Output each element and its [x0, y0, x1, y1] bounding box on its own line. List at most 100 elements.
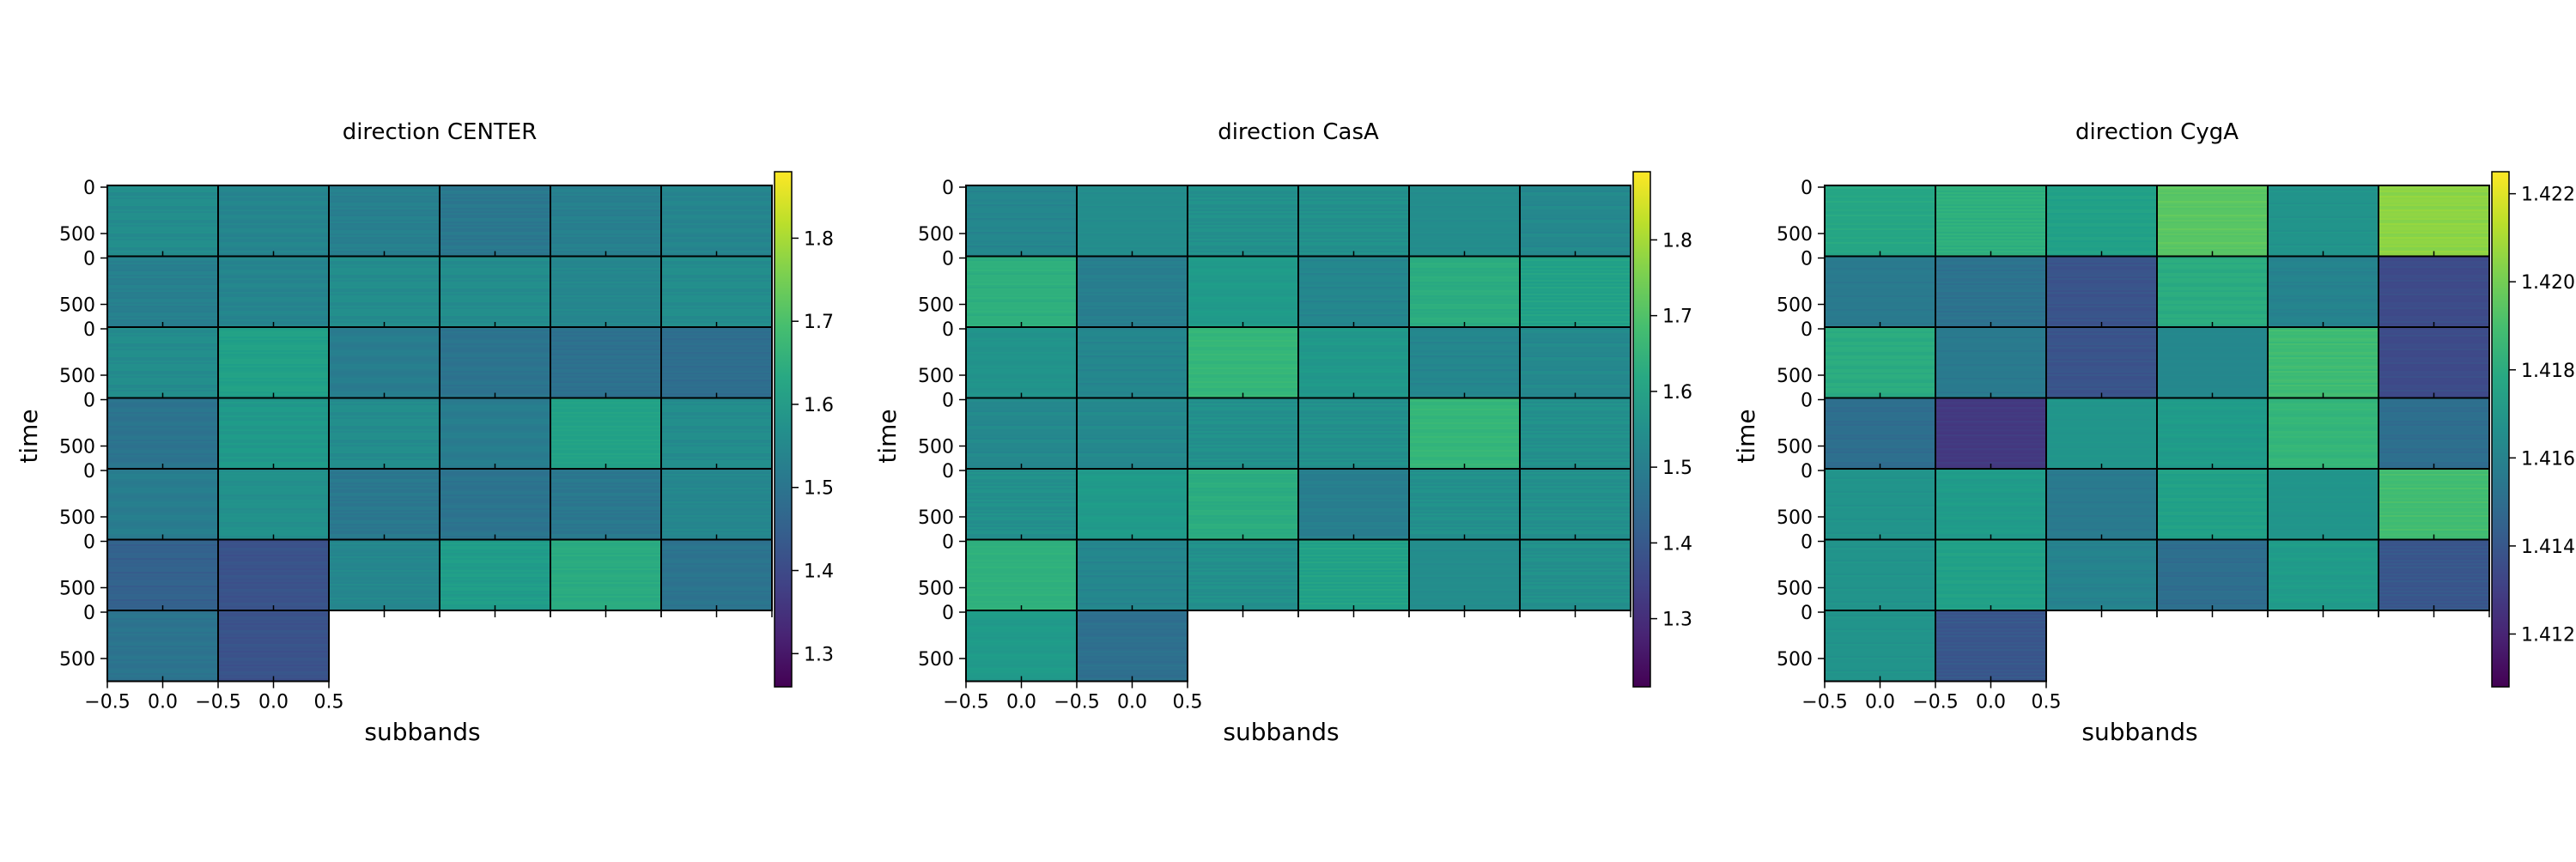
colorbar-tick-label: 1.7 [1662, 307, 1692, 328]
heatmap-block-detail [106, 468, 219, 541]
y-tick-label: 0 [1801, 532, 1813, 554]
x-tick-label: 0.0 [258, 692, 289, 713]
heatmap-block-detail [2267, 397, 2379, 470]
y-tick-label: 0 [83, 532, 95, 554]
colorbar-tick-label: 1.3 [804, 644, 834, 665]
heatmap-block-detail [328, 255, 440, 328]
heatmap-block-detail [1187, 185, 1299, 258]
colorbar-tick-label: 1.4 [1662, 533, 1692, 555]
heatmap-block-detail [1935, 610, 2047, 683]
y-tick-label: 500 [1777, 649, 1813, 671]
heatmap-block-detail [106, 185, 219, 258]
heatmap-block-detail [1076, 185, 1188, 258]
x-axis-label: subbands [1223, 718, 1339, 746]
y-tick-label: 500 [918, 224, 954, 246]
colorbar-tick-label: 1.8 [804, 228, 834, 250]
heatmap-block-detail [1076, 538, 1188, 611]
colorbar-tick-label: 1.420 [2521, 272, 2575, 294]
heatmap-block-detail [439, 397, 551, 470]
y-tick-label: 0 [942, 603, 954, 624]
heatmap-block-detail [1519, 468, 1631, 541]
subplot-title: direction CENTER [343, 119, 538, 145]
y-tick-label: 500 [918, 649, 954, 671]
heatmap-block-detail [106, 397, 219, 470]
heatmap-block-detail [1187, 397, 1299, 470]
x-tick-label: 0.5 [2032, 692, 2062, 713]
x-tick-label: −0.5 [943, 692, 988, 713]
x-axis-label: subbands [2081, 718, 2197, 746]
y-tick-label: 0 [942, 532, 954, 554]
heatmap-block-detail [1076, 326, 1188, 399]
x-tick-label: −0.5 [1054, 692, 1099, 713]
heatmap-block-detail [2156, 255, 2269, 328]
y-tick-label: 0 [942, 178, 954, 199]
x-tick-label: −0.5 [1801, 692, 1847, 713]
heatmap-block-detail [439, 538, 551, 611]
heatmap-block-detail [660, 255, 773, 328]
heatmap-block-detail [1824, 255, 1936, 328]
y-tick-label: 500 [59, 224, 95, 246]
y-tick-label: 0 [83, 603, 95, 624]
heatmap-block-detail [2045, 255, 2158, 328]
subplot-1: direction CasA05000500050005000500050005… [873, 119, 1692, 746]
heatmap-block-detail [1076, 255, 1188, 328]
x-tick-label: 0.5 [1173, 692, 1203, 713]
heatmap-block-detail [1408, 468, 1521, 541]
heatmap-block-detail [660, 468, 773, 541]
heatmap-block-detail [2378, 326, 2490, 399]
heatmap-block-detail [1187, 468, 1299, 541]
heatmap-block-detail [1297, 326, 1410, 399]
heatmap-block-detail [1519, 326, 1631, 399]
colorbar-tick-label: 1.8 [1662, 230, 1692, 252]
heatmap-block-detail [2378, 255, 2490, 328]
y-tick-label: 500 [1777, 295, 1813, 317]
y-tick-label: 500 [918, 366, 954, 387]
colorbar [774, 171, 793, 688]
y-tick-label: 0 [83, 178, 95, 199]
colorbar-tick-label: 1.6 [804, 395, 834, 416]
y-tick-label: 0 [1801, 391, 1813, 412]
heatmap-block-detail [1519, 397, 1631, 470]
heatmap-block-detail [1824, 397, 1936, 470]
heatmap-block-detail [328, 538, 440, 611]
heatmap-block-detail [1297, 538, 1410, 611]
heatmap-block-detail [106, 610, 219, 683]
heatmap-block-detail [965, 468, 1078, 541]
y-tick-label: 0 [942, 319, 954, 341]
y-tick-label: 500 [59, 295, 95, 317]
x-tick-label: 0.0 [1117, 692, 1147, 713]
colorbar-tick-label: 1.5 [1662, 458, 1692, 479]
y-tick-label: 500 [1777, 437, 1813, 458]
heatmap-block-detail [1076, 610, 1188, 683]
y-tick-label: 0 [1801, 319, 1813, 341]
y-tick-label: 0 [83, 249, 95, 270]
x-tick-label: −0.5 [84, 692, 130, 713]
colorbar-tick-label: 1.412 [2521, 624, 2575, 646]
heatmap-block-detail [1408, 255, 1521, 328]
heatmap-block-detail [1297, 185, 1410, 258]
heatmap-block-detail [328, 326, 440, 399]
heatmap-block-detail [439, 255, 551, 328]
heatmap-block-detail [217, 610, 330, 683]
colorbar [1632, 171, 1651, 688]
y-tick-label: 0 [1801, 603, 1813, 624]
heatmap-block-detail [1408, 326, 1521, 399]
heatmap-block-detail [1824, 468, 1936, 541]
heatmap-block-detail [1297, 255, 1410, 328]
y-tick-label: 500 [59, 437, 95, 458]
heatmap-block-detail [2156, 397, 2269, 470]
y-tick-label: 500 [918, 437, 954, 458]
y-tick-label: 0 [1801, 461, 1813, 483]
heatmap-block-detail [439, 185, 551, 258]
y-tick-label: 0 [942, 461, 954, 483]
colorbar-tick-label: 1.422 [2521, 185, 2575, 206]
heatmap-block-detail [2267, 185, 2379, 258]
heatmap-block-detail [2378, 538, 2490, 611]
y-tick-label: 500 [59, 366, 95, 387]
y-axis-label: time [15, 409, 43, 463]
heatmap-block-detail [1408, 185, 1521, 258]
x-tick-label: 0.0 [148, 692, 178, 713]
heatmap-block-detail [2378, 468, 2490, 541]
colorbar-tick-label: 1.6 [1662, 382, 1692, 404]
